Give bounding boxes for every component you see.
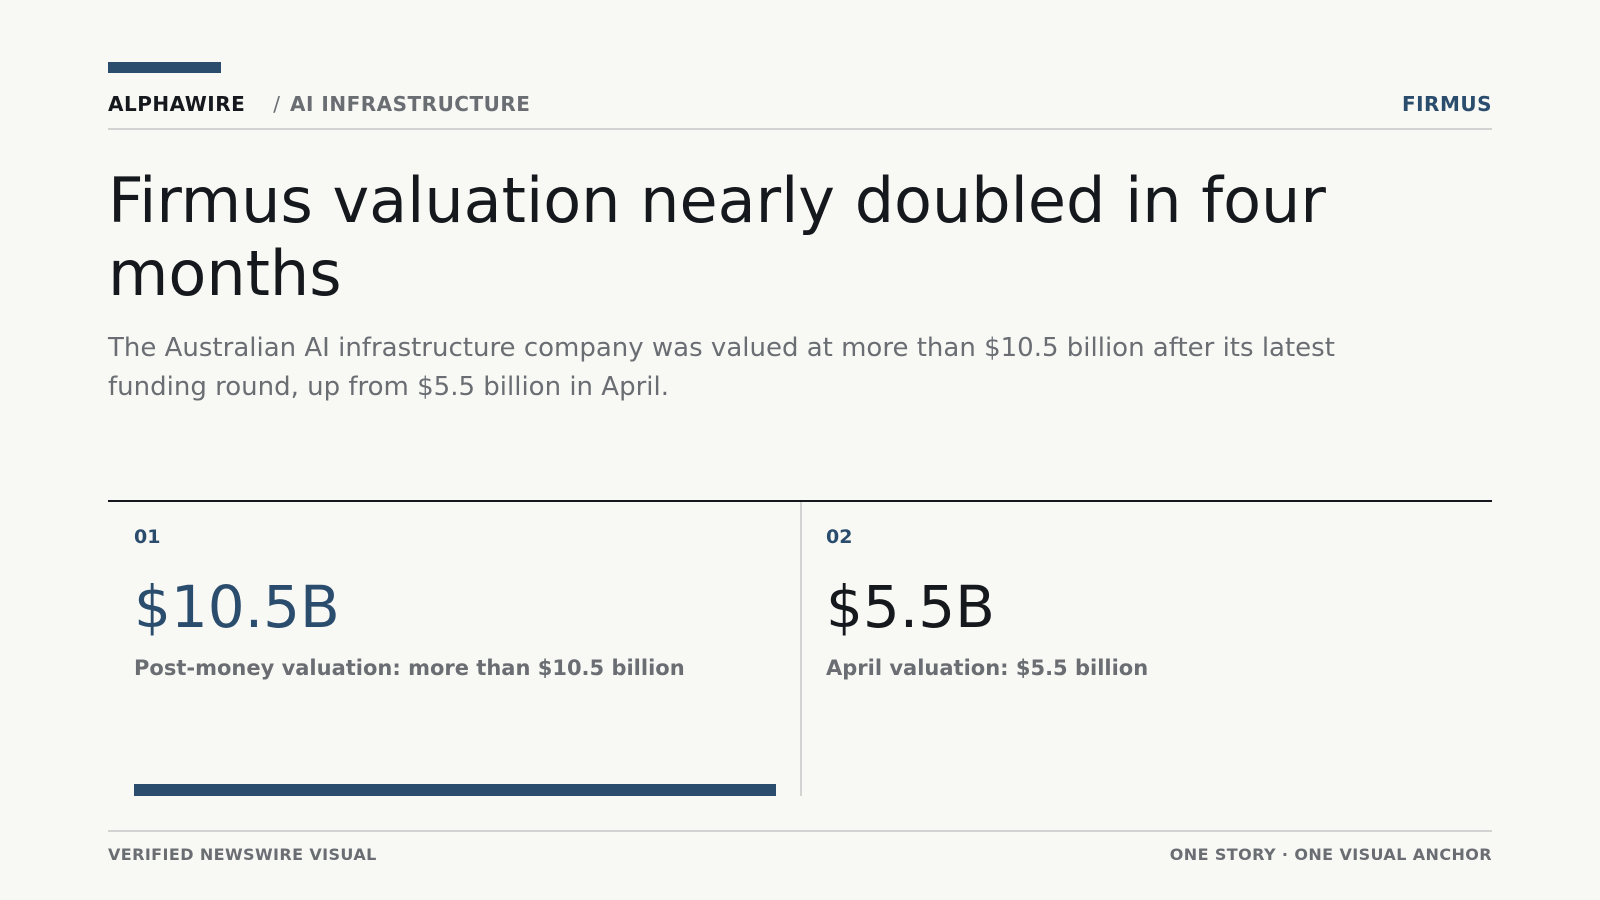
breadcrumb-separator: / xyxy=(273,92,281,116)
footer: VERIFIED NEWSWIRE VISUAL ONE STORY · ONE… xyxy=(108,845,1492,864)
stat-number: 01 xyxy=(134,526,161,548)
section-label: AI INFRASTRUCTURE xyxy=(290,92,531,116)
valuation-bar xyxy=(134,784,776,796)
stat-number: 02 xyxy=(826,526,853,548)
stat-card-april: 02 $5.5B April valuation: $5.5 billion xyxy=(802,502,1492,796)
valuation-bar-track xyxy=(134,784,776,796)
company-tag: FIRMUS xyxy=(1401,92,1492,116)
footer-rule xyxy=(108,830,1492,832)
footer-right: ONE STORY · ONE VISUAL ANCHOR xyxy=(1169,845,1492,864)
stat-value: $10.5B xyxy=(134,573,340,641)
headline: Firmus valuation nearly doubled in four … xyxy=(108,164,1326,310)
stat-label: April valuation: $5.5 billion xyxy=(826,656,1149,680)
dek: The Australian AI infrastructure company… xyxy=(108,333,1335,402)
stat-value: $5.5B xyxy=(826,573,995,641)
top-bar: ALPHAWIRE / AI INFRASTRUCTURE FIRMUS xyxy=(108,92,1492,116)
footer-left: VERIFIED NEWSWIRE VISUAL xyxy=(108,845,377,864)
stat-label: Post-money valuation: more than $10.5 bi… xyxy=(134,656,685,680)
stat-card-current: 01 $10.5B Post-money valuation: more tha… xyxy=(108,502,800,796)
breadcrumb: ALPHAWIRE / AI INFRASTRUCTURE xyxy=(108,92,530,116)
stats-divider xyxy=(800,502,802,796)
brand-name: ALPHAWIRE xyxy=(108,92,246,116)
stats-panel: 01 $10.5B Post-money valuation: more tha… xyxy=(108,500,1492,796)
accent-bar xyxy=(108,62,221,73)
header-rule xyxy=(108,128,1492,130)
